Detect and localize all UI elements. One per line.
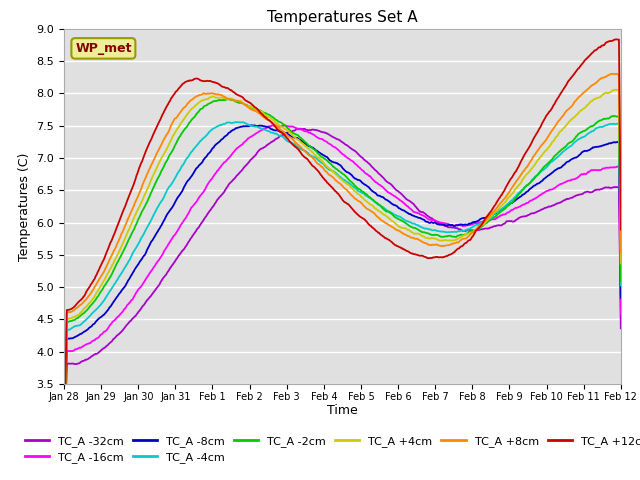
Line: TC_A -2cm: TC_A -2cm: [64, 99, 621, 467]
TC_A -4cm: [159, 197, 166, 203]
TC_A +12cm: [617, 227, 625, 232]
TC_A +4cm: [388, 218, 396, 224]
TC_A -2cm: [433, 232, 440, 238]
TC_A -4cm: [232, 119, 240, 125]
TC_A +4cm: [611, 87, 619, 93]
Line: TC_A +8cm: TC_A +8cm: [64, 74, 621, 461]
Line: TC_A -16cm: TC_A -16cm: [64, 125, 621, 480]
TC_A -4cm: [204, 132, 211, 138]
TC_A +12cm: [479, 219, 487, 225]
TC_A -8cm: [617, 295, 625, 301]
Title: Temperatures Set A: Temperatures Set A: [267, 10, 418, 25]
TC_A +8cm: [204, 91, 211, 96]
Text: WP_met: WP_met: [75, 42, 132, 55]
X-axis label: Time: Time: [327, 405, 358, 418]
TC_A -2cm: [617, 278, 625, 284]
TC_A -16cm: [268, 122, 276, 128]
TC_A -2cm: [313, 149, 321, 155]
TC_A +8cm: [388, 224, 396, 230]
TC_A -2cm: [480, 222, 488, 228]
TC_A +4cm: [204, 96, 211, 102]
TC_A -8cm: [159, 220, 166, 226]
TC_A -2cm: [60, 464, 68, 469]
TC_A -16cm: [204, 182, 211, 188]
TC_A +12cm: [159, 112, 166, 118]
TC_A -8cm: [433, 221, 440, 227]
TC_A -4cm: [313, 156, 321, 162]
TC_A -8cm: [60, 471, 68, 477]
TC_A +8cm: [617, 250, 625, 255]
TC_A -32cm: [204, 212, 211, 217]
TC_A -4cm: [617, 282, 625, 288]
Line: TC_A -32cm: TC_A -32cm: [64, 129, 621, 480]
TC_A +12cm: [432, 254, 440, 260]
TC_A -16cm: [159, 252, 166, 257]
TC_A -4cm: [60, 467, 68, 472]
TC_A -2cm: [389, 212, 397, 218]
Legend: TC_A -32cm, TC_A -16cm, TC_A -8cm, TC_A -4cm, TC_A -2cm, TC_A +4cm, TC_A +8cm, T: TC_A -32cm, TC_A -16cm, TC_A -8cm, TC_A …: [25, 436, 640, 463]
TC_A -8cm: [204, 153, 211, 158]
TC_A -2cm: [225, 96, 232, 102]
TC_A +12cm: [388, 240, 396, 245]
TC_A -2cm: [204, 102, 211, 108]
TC_A +4cm: [159, 153, 166, 159]
TC_A -16cm: [313, 134, 321, 140]
TC_A +12cm: [60, 457, 68, 463]
TC_A +4cm: [60, 463, 68, 468]
TC_A -8cm: [247, 122, 255, 128]
Line: TC_A +12cm: TC_A +12cm: [64, 39, 621, 460]
TC_A +8cm: [432, 241, 440, 247]
TC_A +4cm: [432, 236, 440, 241]
TC_A -16cm: [480, 218, 488, 224]
TC_A +12cm: [612, 36, 620, 42]
TC_A -4cm: [480, 218, 488, 224]
TC_A +8cm: [479, 220, 487, 226]
Line: TC_A -8cm: TC_A -8cm: [64, 125, 621, 474]
TC_A -2cm: [159, 166, 166, 172]
TC_A -4cm: [433, 228, 440, 234]
TC_A +8cm: [159, 139, 166, 145]
TC_A -16cm: [617, 311, 625, 317]
TC_A +12cm: [312, 166, 320, 172]
TC_A +8cm: [312, 159, 320, 165]
Y-axis label: Temperatures (C): Temperatures (C): [18, 152, 31, 261]
TC_A -32cm: [389, 184, 397, 190]
TC_A -32cm: [313, 127, 321, 133]
TC_A -16cm: [433, 218, 440, 224]
TC_A -16cm: [60, 478, 68, 480]
TC_A +8cm: [60, 458, 68, 464]
TC_A -4cm: [389, 211, 397, 216]
TC_A -8cm: [480, 215, 488, 221]
TC_A +4cm: [479, 221, 487, 227]
TC_A -32cm: [617, 325, 625, 331]
TC_A -8cm: [389, 202, 397, 207]
TC_A -32cm: [433, 219, 440, 225]
TC_A -32cm: [159, 276, 166, 282]
TC_A -32cm: [480, 226, 488, 232]
TC_A -32cm: [296, 126, 304, 132]
Line: TC_A +4cm: TC_A +4cm: [64, 90, 621, 466]
TC_A +8cm: [612, 71, 620, 77]
TC_A -16cm: [389, 192, 397, 198]
TC_A +4cm: [617, 261, 625, 266]
TC_A -8cm: [313, 148, 321, 154]
TC_A +4cm: [312, 153, 320, 158]
Line: TC_A -4cm: TC_A -4cm: [64, 122, 621, 469]
TC_A +12cm: [204, 78, 211, 84]
